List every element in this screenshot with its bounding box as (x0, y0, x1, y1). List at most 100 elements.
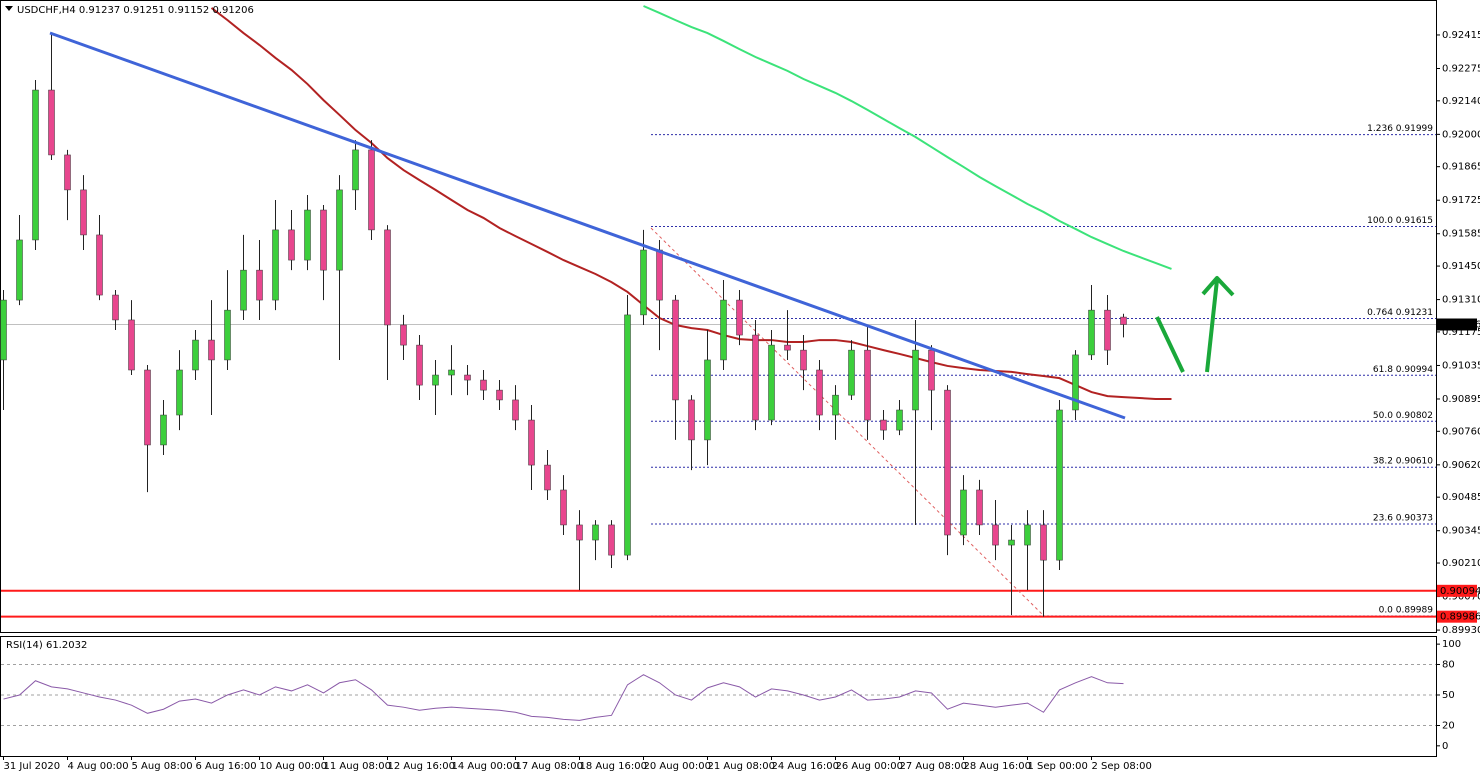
candle-body (944, 389, 951, 536)
x-tick-label: 14 Aug 00:00 (452, 761, 519, 772)
candle-body (48, 89, 55, 156)
y-tick-label: 0.92415 (1442, 30, 1480, 41)
candle-body (576, 524, 583, 541)
candle-body (64, 154, 71, 191)
candle-body (336, 189, 343, 271)
candle-body (1088, 309, 1095, 356)
y-tick-label: 50 (1442, 690, 1455, 701)
y-tick-label: 0.91450 (1442, 261, 1480, 272)
menu-icon (5, 6, 13, 11)
fib-label: 23.6 0.90373 (1373, 513, 1433, 523)
candle-body (896, 409, 903, 431)
candle-body (368, 149, 375, 231)
candle-body (16, 239, 23, 301)
candle-body (592, 524, 599, 541)
candle-body (1040, 524, 1047, 561)
candle-body (304, 209, 311, 261)
candle-body (96, 234, 103, 296)
candle-body (416, 344, 423, 386)
price-tag (1437, 610, 1477, 623)
y-tick-label: 0.90210 (1442, 558, 1480, 569)
candle-body (192, 339, 199, 371)
x-tick-label: 28 Aug 16:00 (964, 761, 1031, 772)
moving-average (643, 5, 1172, 270)
rsi-label: RSI(14) 61.2032 (6, 640, 87, 651)
candle-body (608, 524, 615, 556)
candle-body (400, 324, 407, 346)
candle-body (1024, 524, 1031, 546)
candle-body (0, 299, 7, 361)
x-tick-label: 10 Aug 00:00 (260, 761, 327, 772)
fib-label: 1.236 0.91999 (1367, 124, 1433, 134)
candle-body (864, 349, 871, 421)
x-tick-label: 2 Sep 08:00 (1092, 761, 1152, 772)
candle-body (960, 489, 967, 536)
rsi-line (3, 674, 1124, 721)
candle-body (992, 524, 999, 546)
candle-body (1120, 316, 1127, 325)
current-price-label: 0.91206 (1440, 320, 1480, 331)
data-layer (0, 5, 1172, 721)
candle-body (544, 464, 551, 491)
candle-body (672, 299, 679, 401)
candle-body (480, 379, 487, 391)
candle-body (448, 369, 455, 376)
x-tick-label: 20 Aug 00:00 (644, 761, 711, 772)
candle-body (80, 189, 87, 236)
candle-body (256, 269, 263, 301)
y-tick-label: 20 (1442, 720, 1455, 731)
y-tick-label: 0.89930 (1442, 625, 1480, 636)
candle-body (352, 149, 359, 191)
fib-label: 38.2 0.90610 (1373, 457, 1433, 467)
price-tag (1437, 584, 1477, 597)
y-tick-label: 0 (1442, 741, 1448, 752)
y-tick-label: 0.90070 (1442, 592, 1480, 603)
y-tick-label: 80 (1442, 659, 1455, 670)
candle-body (832, 394, 839, 416)
candle-body (704, 359, 711, 441)
candle-body (784, 344, 791, 351)
y-tick-label: 0.91865 (1442, 162, 1480, 173)
x-tick-label: 4 Aug 00:00 (68, 761, 129, 772)
fib-label: 61.8 0.90994 (1373, 365, 1433, 375)
price-tag-label: 0.89986 (1440, 612, 1480, 623)
candle-body (512, 399, 519, 421)
price-tag-label: 0.90094 (1440, 586, 1480, 597)
fib-diagonal (650, 227, 1044, 616)
y-tick-label: 0.92275 (1442, 63, 1480, 74)
fib-label: 0.764 0.91231 (1367, 308, 1433, 318)
trend-line (49, 31, 1126, 420)
candle-body (800, 349, 807, 371)
candle-body (384, 229, 391, 326)
x-tick-label: 31 Jul 2020 (4, 761, 61, 772)
candle-body (816, 369, 823, 416)
candle-body (144, 369, 151, 446)
candle-body (528, 419, 535, 466)
candle-body (912, 349, 919, 411)
x-tick-label: 24 Aug 16:00 (772, 761, 839, 772)
down-arrow (1155, 316, 1185, 373)
current-price-tag (1437, 318, 1477, 331)
x-tick-label: 11 Aug 08:00 (324, 761, 391, 772)
candle-body (752, 334, 759, 421)
x-tick-label: 17 Aug 08:00 (516, 761, 583, 772)
candle-body (112, 294, 119, 321)
candle-body (768, 344, 775, 421)
candle-body (128, 319, 135, 371)
y-tick-label: 100 (1442, 639, 1461, 650)
candle-body (1008, 539, 1015, 546)
chart-title: USDCHF,H4 0.91237 0.91251 0.91152 0.9120… (17, 5, 254, 16)
y-tick-label: 0.90895 (1442, 394, 1480, 405)
candle-body (208, 339, 215, 361)
y-tick-label: 0.90760 (1442, 426, 1480, 437)
fib-label: 100.0 0.91615 (1367, 216, 1433, 226)
y-tick-label: 0.92000 (1442, 129, 1480, 140)
y-tick-label: 0.91725 (1442, 195, 1480, 206)
candle-body (224, 309, 231, 361)
candle-body (464, 374, 471, 381)
x-tick-label: 26 Aug 00:00 (836, 761, 903, 772)
candle-body (976, 489, 983, 526)
up-arrow (1201, 276, 1235, 373)
candle-body (688, 399, 695, 441)
